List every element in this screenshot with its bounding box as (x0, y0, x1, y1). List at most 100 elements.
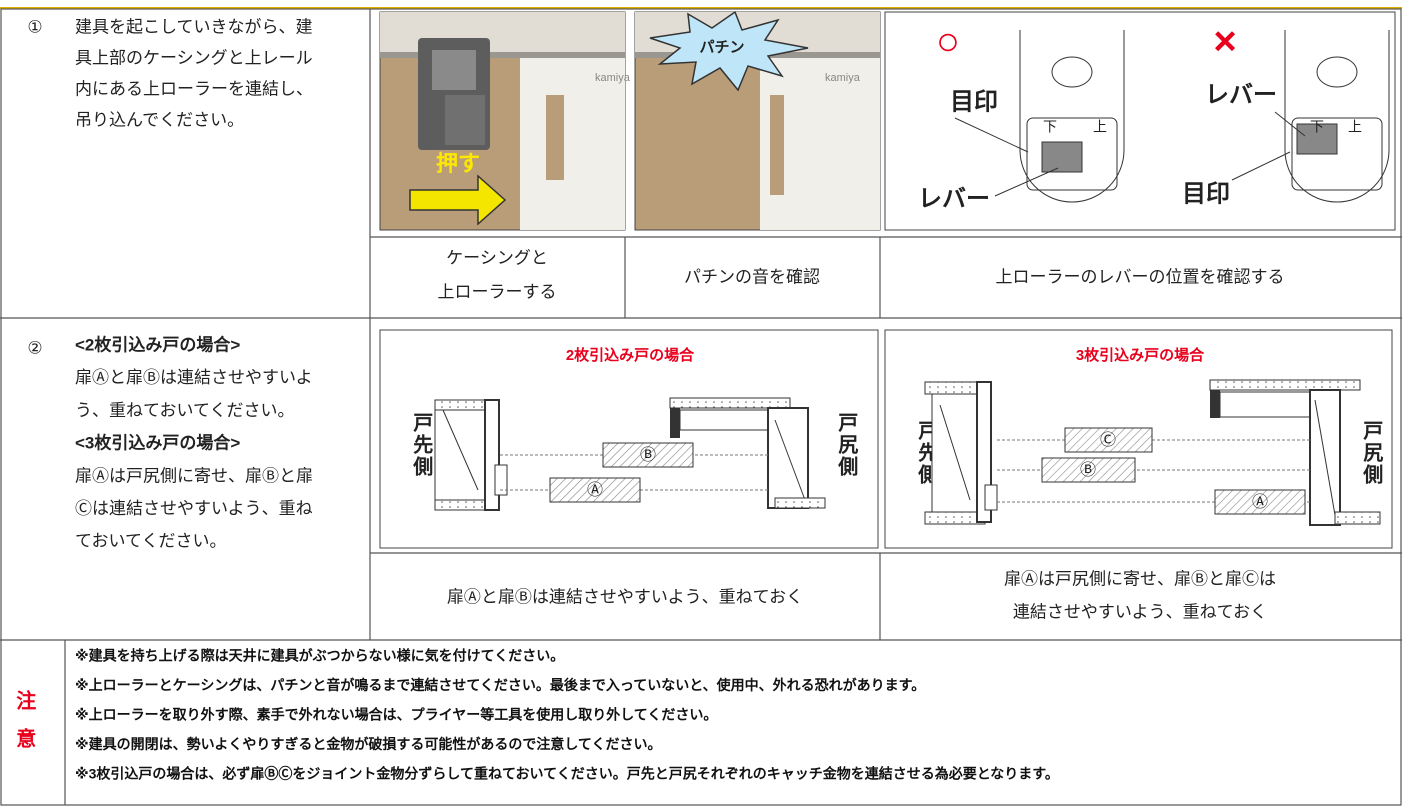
photo-push: kamiya 押す (379, 11, 631, 231)
caption: 扉Ⓐと扉Ⓑは連結させやすいよう、重ねておく (447, 587, 803, 606)
door-label: Ⓑ (640, 446, 656, 464)
step-line: 扉Ⓐと扉Ⓑは連結させやすいよ (75, 368, 313, 387)
rect-shape (380, 12, 625, 56)
table-grid (0, 8, 1402, 806)
step2-text: ② <2枚引込み戸の場合> 扉Ⓐと扉Ⓑは連結させやすいよう、重ねておいてください。… (27, 334, 313, 550)
step-line: 内にある上ローラーを連結し、 (75, 79, 313, 98)
diagram-2-doors: 2枚引込み戸の場合 戸先側 戸尻側 Ⓐ Ⓑ (379, 329, 879, 549)
line-shape (954, 117, 1029, 153)
mark-label: 目印 (1182, 180, 1230, 207)
rect-shape (1064, 427, 1153, 453)
click-label: パチン (699, 39, 744, 56)
rect-shape (1041, 141, 1083, 173)
step-line: 具上部のケーシングと上レール (75, 48, 313, 67)
path-shape (1284, 30, 1390, 203)
line-shape (1314, 399, 1336, 516)
up-label: 上 (1348, 119, 1362, 135)
path-shape (1019, 30, 1125, 203)
top-band (0, 0, 1402, 8)
rect-shape (670, 408, 680, 438)
step-line: <2枚引込み戸の場合> (75, 334, 240, 354)
caption: 上ローラーする (438, 282, 557, 301)
line-shape (939, 404, 971, 501)
rect-shape (884, 11, 1396, 231)
diagram-title: 3枚引込み戸の場合 (1076, 346, 1205, 364)
rect-shape (445, 95, 485, 145)
step2-captions: 扉Ⓐと扉Ⓑは連結させやすいよう、重ねておく 扉Ⓐは戸尻側に寄せ、扉Ⓑと扉Ⓒは 連… (447, 569, 1276, 621)
polygon-shape (649, 10, 809, 92)
rect-shape (669, 397, 791, 409)
back-side-label: 戸尻側 (1360, 420, 1384, 486)
rect-shape (1214, 489, 1306, 515)
rect-shape (770, 95, 784, 195)
diagram-3-doors: 3枚引込み戸の場合 戸先側 戸尻側 Ⓒ Ⓑ Ⓐ (884, 329, 1393, 549)
mark-label: 目印 (950, 88, 998, 115)
step1-captions: ケーシングと 上ローラーする パチンの音を確認 上ローラーのレバーの位置を確認す… (438, 248, 1285, 301)
notes-heading: 注意 (13, 689, 36, 766)
lever-label: レバー (918, 185, 990, 212)
caption: 扉Ⓐは戸尻側に寄せ、扉Ⓑと扉Ⓒは (1004, 569, 1276, 588)
door-label: Ⓐ (1252, 493, 1268, 511)
notes: 注意 ※建具を持ち上げる際は天井に建具がぶつからない様に気を付けてください。 ※上… (13, 648, 1059, 782)
ng-mark: × (1213, 20, 1236, 64)
note-item: ※上ローラーを取り外す際、素手で外れない場合は、プライヤー等工具を使用し取り外し… (75, 707, 717, 723)
rect-shape (1026, 117, 1118, 191)
up-label: 上 (1093, 119, 1107, 135)
polygon-shape (409, 174, 507, 226)
step-line: 吊り込んでください。 (75, 110, 244, 129)
rect-shape (1041, 457, 1136, 483)
rect-shape (931, 393, 978, 513)
caption: ケーシングと (446, 248, 548, 267)
rect-shape (549, 477, 641, 503)
ellipse-shape (1051, 56, 1093, 88)
note-item: ※3枚引込戸の場合は、必ず扉ⒷⒸをジョイント金物分ずらして重ねておいてください。… (75, 766, 1059, 782)
step-line: <3枚引込み戸の場合> (75, 433, 240, 453)
door-label: Ⓐ (587, 481, 603, 499)
rect-shape (520, 58, 625, 230)
diagram-title: 2枚引込み戸の場合 (566, 346, 695, 364)
back-side-label: 戸尻側 (835, 412, 859, 478)
ok-mark: ○ (936, 20, 960, 64)
caption: 上ローラーのレバーの位置を確認する (996, 267, 1285, 286)
rect-shape (1219, 391, 1311, 418)
rect-shape (546, 95, 564, 180)
rect-shape (767, 407, 809, 509)
rect-shape (1209, 379, 1361, 391)
caption: 連結させやすいよう、重ねておく (1013, 602, 1267, 621)
step-line: ておいてください。 (75, 532, 226, 551)
rect-shape (434, 399, 491, 411)
step-line: 建具を起こしていきながら、建 (75, 17, 313, 36)
step-line: Ⓒは連結させやすいよう、重ね (75, 499, 313, 518)
lever-label: レバー (1205, 81, 1277, 108)
rect-shape (774, 497, 826, 509)
rect-shape (1210, 390, 1220, 418)
down-label: 下 (1043, 119, 1057, 135)
rect-shape (1309, 389, 1341, 526)
door-label: Ⓑ (1080, 461, 1096, 479)
rect-shape (984, 484, 998, 511)
rect-shape (679, 409, 771, 431)
note-item: ※建具の開閉は、勢いよくやりすぎると金物が破損する可能性があるので注意してくださ… (75, 736, 662, 752)
step-line: 扉Ⓐは戸尻側に寄せ、扉Ⓑと扉 (75, 466, 313, 485)
lever-diagram: ○ × 下 上 目印 レバー 下 上 レバー 目印 (884, 11, 1396, 231)
step1-text: ① 建具を起こしていきながら、建 具上部のケーシングと上レール 内にある上ローラ… (27, 17, 313, 129)
rect-shape (494, 464, 508, 496)
rect-shape (380, 52, 625, 58)
front-side-label: 戸先側 (410, 412, 434, 478)
line-shape (1274, 111, 1306, 137)
rect-shape (1334, 511, 1381, 525)
brand-label: kamiya (825, 72, 861, 84)
line-shape (774, 419, 806, 501)
line-shape (1231, 151, 1291, 181)
note-item: ※上ローラーとケーシングは、パチンと音が鳴るまで連結させてください。最後まで入っ… (75, 677, 925, 693)
brand-label: kamiya (595, 72, 631, 84)
step-number: ① (27, 17, 42, 36)
rect-shape (434, 499, 491, 511)
step-line: う、重ねておいてください。 (75, 401, 294, 420)
caption: パチンの音を確認 (684, 267, 820, 286)
rect-shape (0, 8, 1402, 806)
door-label: Ⓒ (1100, 431, 1116, 449)
rect-shape (432, 50, 476, 90)
rect-shape (1296, 123, 1338, 155)
